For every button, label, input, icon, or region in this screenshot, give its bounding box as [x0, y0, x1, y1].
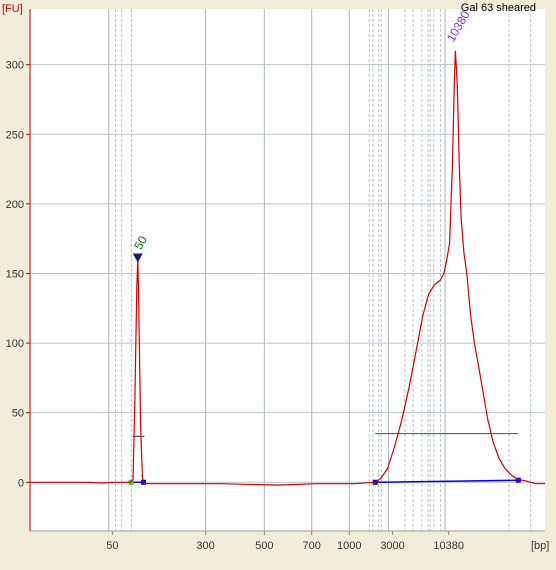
x-tick-label: 700 — [303, 540, 321, 552]
x-axis-label: [bp] — [531, 540, 549, 552]
y-tick-label: 150 — [6, 268, 24, 280]
y-tick-label: 250 — [6, 129, 24, 141]
plot-area — [30, 9, 545, 531]
baseline-point — [128, 479, 134, 485]
y-tick-label: 300 — [6, 60, 24, 72]
x-tick-label: 3000 — [380, 540, 404, 552]
y-tick-label: 50 — [12, 408, 24, 420]
baseline-point — [515, 477, 521, 483]
x-tick-label: 50 — [106, 540, 118, 552]
y-tick-label: 200 — [6, 199, 24, 211]
trace-layer — [30, 50, 545, 486]
y-axis-label: [FU] — [2, 3, 23, 15]
sample-baseline — [375, 479, 519, 484]
y-tick-label: 100 — [6, 338, 24, 350]
y-tick-label: 0 — [18, 477, 24, 489]
chart-title: Gal 63 sheared — [461, 2, 536, 14]
x-tick-label: 10380 — [433, 540, 464, 552]
peak-label: 50 — [131, 233, 150, 252]
peak-marker-triangle — [132, 253, 143, 263]
x-tick-label: 500 — [255, 540, 273, 552]
x-tick-label: 300 — [196, 540, 214, 552]
trace-line — [30, 50, 545, 486]
axis-layer — [26, 9, 545, 535]
grid-layer — [30, 9, 545, 531]
x-tick-label: 1000 — [337, 540, 361, 552]
